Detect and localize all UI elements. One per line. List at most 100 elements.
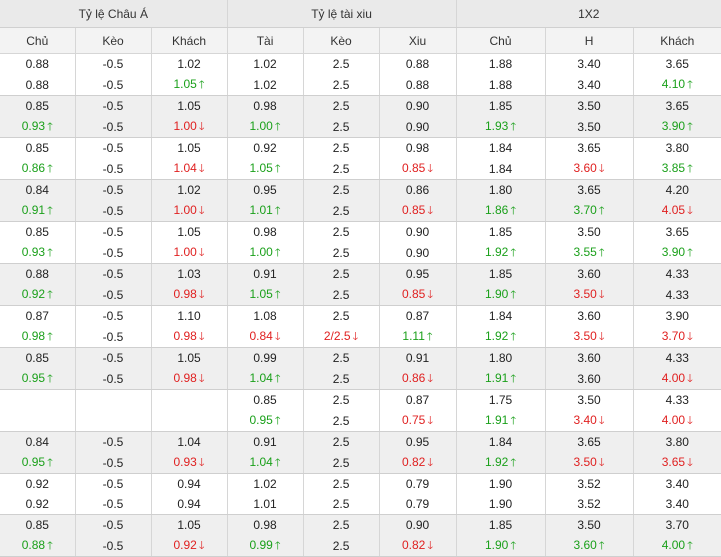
cell-over-odds: 1.02 <box>227 74 304 96</box>
odds-value: 3.55 <box>573 245 597 259</box>
cell-away-odds: 0.98 🡓 <box>151 284 228 306</box>
odds-value: 1.86 <box>484 203 509 217</box>
odds-value: 0.85 <box>253 393 277 407</box>
odds-value: 0.85 <box>401 161 426 175</box>
cell-under-odds: 0.82 🡓 <box>379 535 457 557</box>
arrow-down-icon: 🡓 <box>198 331 205 343</box>
odds-value: 1.05 <box>177 351 201 365</box>
odds-value: 0.95 <box>405 435 430 449</box>
odds-value: 0.85 <box>25 518 49 532</box>
odds-value: 0.90 <box>405 99 430 113</box>
odds-value: 0.85 <box>25 141 49 155</box>
cell-away-odds: 1.00 🡓 <box>151 200 228 222</box>
odds-value: 2.5 <box>332 538 350 553</box>
cell-under-odds: 0.91 <box>379 347 457 368</box>
odds-value: 0.93 <box>21 245 46 259</box>
odds-value: 1.92 <box>484 245 509 259</box>
cell-over-odds: 0.95 🡑 <box>227 410 304 432</box>
arrow-up-icon: 🡑 <box>47 205 53 217</box>
arrow-up-icon: 🡑 <box>47 289 53 301</box>
odds-value: 0.75 <box>401 413 426 427</box>
cell-win-odds: 1.84 <box>456 431 546 452</box>
odds-value: 1.92 <box>484 455 509 469</box>
odds-value: 2.5 <box>332 267 350 281</box>
cell-home-odds: 0.87 <box>0 305 76 326</box>
odds-value: 1.90 <box>488 477 513 491</box>
arrow-down-icon: 🡓 <box>687 205 693 217</box>
odds-value: 3.50 <box>573 455 597 469</box>
cell-lose-odds: 3.65 <box>633 221 721 242</box>
odds-value: 1.05 <box>173 77 197 91</box>
odds-value: 3.60 <box>577 267 601 281</box>
arrow-up-icon: 🡑 <box>47 121 53 133</box>
cell-total-line: 2.5 <box>303 514 380 535</box>
odds-value: 1.01 <box>249 203 273 217</box>
cell-total-line: 2.5 <box>303 242 380 264</box>
cell-draw-odds: 3.50 <box>545 116 634 138</box>
arrow-down-icon: 🡓 <box>427 205 434 217</box>
odds-value: 1.05 <box>249 287 273 301</box>
odds-value: 0.88 <box>25 57 49 71</box>
cell-under-odds: 0.90 <box>379 242 457 264</box>
odds-value: 3.40 <box>577 57 601 71</box>
cell-handicap: -0.5 <box>75 494 152 515</box>
odds-value: -0.5 <box>102 287 124 302</box>
odds-value: 1.80 <box>488 183 513 197</box>
cell-draw-odds: 3.65 <box>545 137 634 158</box>
odds-value: 3.40 <box>665 497 689 511</box>
odds-value: 0.88 <box>25 77 49 92</box>
odds-value: 1.05 <box>177 99 201 113</box>
odds-value: 0.85 <box>401 287 426 301</box>
odds-value: 0.82 <box>401 538 426 552</box>
cell-under-odds: 0.90 <box>379 514 457 535</box>
odds-value: 1.84 <box>488 309 513 323</box>
col-home: Chủ <box>0 27 76 54</box>
col-1x2-home: Chủ <box>456 27 546 54</box>
cell-draw-odds: 3.60 🡑 <box>545 535 634 557</box>
odds-value: 0.82 <box>401 455 426 469</box>
odds-value: 0.95 <box>21 371 46 385</box>
group-over-under: Tỷ lệ tài xiu <box>227 0 457 28</box>
arrow-up-icon: 🡑 <box>510 415 517 427</box>
cell-home-odds: 0.88 <box>0 74 76 96</box>
odds-value: 1.02 <box>253 477 277 491</box>
cell-under-odds: 0.75 🡓 <box>379 410 457 432</box>
odds-value: 3.65 <box>665 99 689 113</box>
table-row: 0.91 🡑 -0.5 1.00 🡓 1.01 🡑 2.5 0.85 🡓 1.86 🡑 3.70 🡑 4.0… <box>0 200 721 222</box>
arrow-down-icon: 🡓 <box>198 163 205 175</box>
odds-value: 3.65 <box>577 141 601 155</box>
cell-win-odds: 1.80 <box>456 347 546 368</box>
arrow-up-icon: 🡑 <box>510 205 517 217</box>
cell-handicap: -0.5 <box>75 535 152 557</box>
odds-value: -0.5 <box>102 57 124 71</box>
arrow-up-icon: 🡑 <box>598 205 605 217</box>
arrow-up-icon: 🡑 <box>687 121 693 133</box>
odds-value: 1.85 <box>488 225 513 239</box>
arrow-up-icon: 🡑 <box>510 331 517 343</box>
odds-value: 2.5 <box>332 203 350 218</box>
odds-value: 2.5 <box>332 183 350 197</box>
cell-lose-odds: 4.33 <box>633 284 721 306</box>
odds-value: 1.85 <box>488 518 513 532</box>
cell-handicap: -0.5 <box>75 116 152 138</box>
table-row: 0.88 🡑 -0.5 0.92 🡓 0.99 🡑 2.5 0.82 🡓 1.90 🡑 3.60 🡑 4.0… <box>0 535 721 557</box>
cell-under-odds: 0.90 <box>379 221 457 242</box>
arrow-up-icon: 🡑 <box>687 79 693 91</box>
odds-value: -0.5 <box>102 119 124 134</box>
arrow-down-icon: 🡓 <box>427 163 434 175</box>
cell-under-odds: 0.86 🡓 <box>379 368 457 390</box>
table-row: 0.85 -0.5 1.05 0.92 2.5 0.98 1.84 3.65 3.80 <box>0 137 721 158</box>
cell-away-odds: 1.05 <box>151 95 228 116</box>
cell-away-odds: 0.94 <box>151 494 228 515</box>
odds-value: 3.60 <box>573 161 597 175</box>
odds-value: 0.95 <box>21 455 46 469</box>
odds-value: 2.5 <box>332 99 350 113</box>
group-header-row: Tỷ lệ Châu Á Tỷ lệ tài xiu 1X2 <box>0 0 721 28</box>
cell-handicap: -0.5 <box>75 200 152 222</box>
table-row: 0.98 🡑 -0.5 0.98 🡓 0.84 🡓 2/2.5 🡓 1.11 🡑 1.92 🡑 3.50 🡓… <box>0 326 721 348</box>
arrow-up-icon: 🡑 <box>274 205 281 217</box>
cell-handicap: -0.5 <box>75 95 152 116</box>
arrow-down-icon: 🡓 <box>687 415 693 427</box>
table-row: 0.87 -0.5 1.10 1.08 2.5 0.87 1.84 3.60 3.90 <box>0 305 721 326</box>
cell-win-odds: 1.91 🡑 <box>456 368 546 390</box>
